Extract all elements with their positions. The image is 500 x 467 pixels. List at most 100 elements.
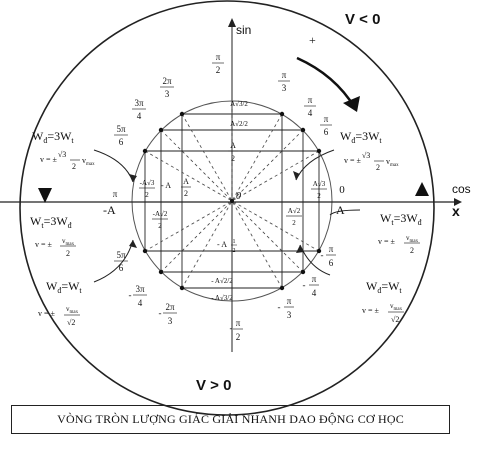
angle-m-5pi-6-num: 5π	[116, 250, 126, 260]
e-mid2: =3W	[44, 214, 69, 228]
angle-2pi-3-den: 3	[165, 89, 170, 99]
dashed-diagonals	[144, 100, 320, 289]
e-sub5: đ	[57, 286, 61, 295]
v-max4: max	[390, 163, 399, 168]
angle-m-pi-2-sign: -	[230, 323, 233, 333]
angle-m-pi-3-sign: -	[278, 302, 281, 312]
outer-arrow-right	[415, 182, 429, 196]
rotation-arrow	[296, 56, 357, 109]
e-mid3: =W	[61, 279, 80, 293]
energy-right-lower: Wđ=Wt v = ± vmax √2	[362, 279, 404, 324]
label-minus-a-sqrt2-2-bottom: - A√2/2	[211, 277, 233, 285]
energy-upper-right: Wđ=3Wt v = ±√3 2 vmax	[340, 129, 399, 172]
caption-text: VÒNG TRÒN LƯỢNG GIÁC GIẢI NHANH DAO ĐỘNG…	[57, 412, 404, 426]
angle-points	[142, 111, 322, 291]
angle-pi-6-num: π	[324, 114, 329, 124]
e-mid5: =3W	[394, 211, 419, 225]
label-minus-a-half-side-sign: - A	[161, 181, 171, 190]
e-sub8: t	[379, 136, 382, 145]
angle-m-2pi-3-sign: -	[159, 308, 162, 318]
label-a-sqrt2-2-top: A√2/2	[230, 120, 248, 128]
angle-m-3pi-4-den: 4	[138, 298, 143, 308]
angle-3pi-4-num: 3π	[134, 98, 144, 108]
angle-m-pi-3-num: π	[287, 296, 292, 306]
angle-m-pi-3-den: 3	[287, 310, 292, 320]
angle-2pi-3-num: 2π	[162, 76, 172, 86]
origin-label: 0	[236, 191, 241, 202]
outer-velocity-circle	[19, 0, 435, 416]
svg-text:Wđ=Wt: Wđ=Wt	[46, 279, 82, 295]
rotation-sign: +	[309, 33, 316, 47]
e-mid: =3W	[47, 129, 72, 143]
label-a-sqrt2-side-num: A√2	[288, 207, 301, 215]
e-sub11: đ	[377, 286, 381, 295]
angle-m-pi-2-num: π	[236, 318, 241, 328]
v-num4: √3	[362, 151, 370, 160]
label-a: A	[336, 203, 345, 217]
angle-pi-4-num: π	[308, 95, 313, 105]
velocity-negative-label: V < 0	[345, 11, 380, 28]
v-max3: max	[70, 310, 79, 315]
e-sub6: t	[79, 286, 82, 295]
v-den3: √2	[67, 318, 75, 327]
label-minus-a-half-side-num: A	[183, 177, 189, 186]
diagram-caption: VÒNG TRÒN LƯỢNG GIÁC GIẢI NHANH DAO ĐỘNG…	[11, 405, 450, 434]
label-a-sqrt3-side-den: 2	[317, 192, 321, 200]
label-minus-a-half-v-sign: - A	[217, 240, 227, 249]
angle-pi-4-den: 4	[308, 108, 313, 118]
e-mid6: =W	[381, 279, 400, 293]
v-v5: v	[406, 234, 410, 242]
angle-pi-3-num: π	[282, 70, 287, 80]
vertical-projection-lines	[144, 114, 320, 288]
v-den5: 2	[410, 246, 414, 255]
svg-text:vmax: vmax	[62, 237, 75, 247]
e-w: W	[32, 129, 44, 143]
angle-pi: π	[113, 189, 118, 199]
label-a-half-top-num: A	[230, 141, 236, 150]
svg-text:Wt=3Wđ: Wt=3Wđ	[30, 214, 72, 230]
v-max2: max	[66, 242, 75, 247]
angle-5pi-6-den: 6	[119, 137, 124, 147]
velocity-positive-label: V > 0	[196, 377, 231, 394]
v-pre5: v = ±	[378, 237, 396, 246]
angle-m-2pi-3-num: 2π	[165, 302, 175, 312]
y-axis-arrow	[228, 18, 236, 27]
svg-text:vmax: vmax	[390, 302, 403, 312]
label-minus-a-sqrt2-num: -A√2	[153, 210, 168, 218]
svg-text:vmax: vmax	[66, 305, 79, 315]
label-a-sqrt3-side-num: A√3	[313, 180, 326, 188]
angle-m-pi-2-den: 2	[236, 332, 241, 342]
label-a-sqrt3-2-top: A√3/2	[230, 100, 248, 108]
v-den4: 2	[376, 163, 380, 172]
outer-arrow-left	[38, 188, 52, 203]
v-pre2: v = ±	[35, 240, 53, 249]
e-w4: W	[340, 129, 352, 143]
svg-text:vmax: vmax	[82, 156, 95, 167]
v-max5: max	[410, 239, 419, 244]
angle-m-2pi-3-den: 3	[168, 316, 173, 326]
e-sub10: đ	[418, 218, 422, 227]
svg-text:Wđ=Wt: Wđ=Wt	[366, 279, 402, 295]
e-sub7: đ	[351, 136, 355, 145]
e-w5: W	[380, 211, 392, 225]
e-w2: W	[30, 214, 42, 228]
angle-m-3pi-4-num: 3π	[135, 284, 145, 294]
v-num: √3	[58, 150, 66, 159]
angle-pi-3-den: 3	[282, 83, 287, 93]
x-axis-label: x	[452, 203, 460, 219]
energy-left-middle: Wt=3Wđ v = ± vmax 2	[30, 214, 76, 258]
v-v2: v	[62, 237, 66, 245]
label-a-half-top-den: 2	[231, 154, 235, 163]
label-a-sqrt2-side-den: 2	[292, 219, 296, 227]
v-den6: √2	[391, 315, 399, 324]
x-axis-arrow	[454, 198, 462, 206]
svg-text:vmax: vmax	[386, 157, 399, 168]
angle-m-5pi-6-den: 6	[119, 263, 124, 273]
e-mid4: =3W	[355, 129, 380, 143]
angle-zero: 0	[339, 184, 345, 196]
v-pre4: v = ±	[344, 156, 362, 165]
v-den2: 2	[66, 249, 70, 258]
v-pre6: v = ±	[362, 306, 380, 315]
angle-m-pi-4-sign: -	[303, 280, 306, 290]
